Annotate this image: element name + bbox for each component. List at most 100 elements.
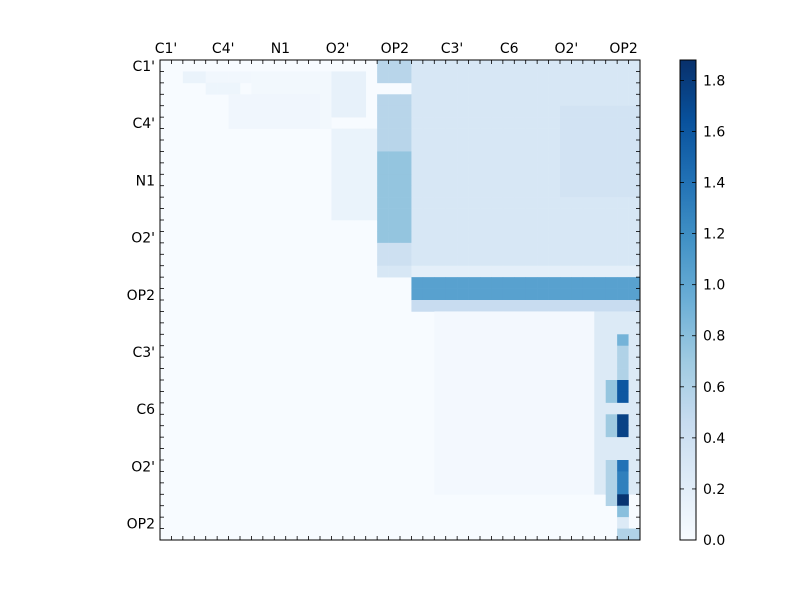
heatmap-cell [388, 208, 401, 221]
heatmap-cell [617, 231, 629, 244]
heatmap-cell [617, 197, 629, 209]
heatmap-cell [468, 117, 481, 129]
heatmap-cell [582, 265, 595, 278]
heatmap-cell [445, 151, 458, 164]
heatmap-cell [594, 277, 607, 289]
heatmap-cell [468, 105, 481, 118]
heatmap-cell [365, 185, 378, 198]
heatmap-cell [285, 71, 298, 84]
heatmap-cell [182, 71, 195, 84]
heatmap-cell [434, 128, 447, 141]
heatmap-cell [445, 265, 458, 278]
heatmap-cell [502, 357, 515, 369]
heatmap-cell [502, 391, 515, 404]
heatmap-cell [468, 322, 481, 335]
heatmap-cell [262, 82, 275, 95]
heatmap-cell [617, 151, 629, 164]
heatmap-cell [388, 185, 401, 198]
heatmap-cell [548, 402, 561, 415]
heatmap-cell [582, 60, 595, 72]
heatmap-cell [457, 357, 469, 369]
heatmap-cell [411, 94, 424, 107]
heatmap-cell [582, 185, 595, 198]
heatmap-cell [434, 151, 447, 164]
heatmap-cell [331, 82, 344, 95]
heatmap-cell [445, 322, 458, 335]
heatmap-cell [262, 105, 275, 118]
heatmap-cell [400, 105, 412, 118]
heatmap-cell [605, 265, 618, 278]
heatmap-cell [400, 265, 412, 278]
heatmap-cell [480, 277, 492, 289]
heatmap-cell [514, 82, 527, 95]
heatmap-cell [502, 94, 515, 107]
heatmap-cell [560, 185, 572, 198]
heatmap-cell [548, 174, 561, 187]
heatmap-cell [502, 448, 515, 461]
heatmap-cell [457, 311, 469, 324]
heatmap-cell [457, 277, 469, 289]
heatmap-cell [571, 185, 584, 198]
heatmap-cell [422, 254, 435, 267]
heatmap-cell [605, 105, 618, 118]
heatmap-cell [582, 174, 595, 187]
heatmap-cell [434, 220, 447, 232]
heatmap-cell [480, 265, 492, 278]
heatmap-cell [537, 60, 549, 72]
heatmap-cell [502, 151, 515, 164]
heatmap-cell [514, 60, 527, 72]
heatmap-cell [571, 300, 584, 312]
heatmap-cell [571, 277, 584, 289]
heatmap-cell [445, 231, 458, 244]
heatmap-cell [491, 208, 504, 221]
heatmap-cell [411, 185, 424, 198]
y-tick-label: O2' [131, 231, 155, 247]
heatmap-cell [571, 322, 584, 335]
heatmap-cell [434, 185, 447, 198]
heatmap-cell [560, 425, 572, 438]
heatmap-cell [468, 288, 481, 301]
heatmap-cell [411, 105, 424, 118]
heatmap-cell [628, 448, 641, 461]
heatmap-cell [491, 254, 504, 267]
heatmap-cell [571, 71, 584, 84]
heatmap-cell [274, 82, 287, 95]
heatmap-cell [457, 402, 469, 415]
colorbar-gradient [679, 59, 697, 541]
heatmap-cell [388, 151, 401, 164]
heatmap-cell [582, 117, 595, 129]
heatmap-cell [525, 391, 538, 404]
heatmap-cell [445, 334, 458, 347]
heatmap-cell [582, 231, 595, 244]
heatmap-cell [388, 242, 401, 255]
heatmap-cell [468, 60, 481, 72]
heatmap-cell [422, 94, 435, 107]
heatmap-cell [628, 402, 641, 415]
heatmap-cell [457, 140, 469, 152]
heatmap-cell [320, 105, 332, 118]
heatmap-cell [628, 174, 641, 187]
heatmap-cell [617, 391, 629, 404]
heatmap-cell [434, 414, 447, 427]
heatmap-cell [560, 311, 572, 324]
heatmap-cell [571, 380, 584, 392]
heatmap-cell [354, 140, 367, 152]
heatmap-cell [605, 460, 618, 472]
heatmap-cell [480, 311, 492, 324]
heatmap-cell [502, 128, 515, 141]
heatmap-cell [205, 82, 218, 95]
heatmap-cell [525, 357, 538, 369]
heatmap-cell [617, 471, 629, 484]
heatmap-cell [537, 162, 549, 175]
heatmap-cell [388, 60, 401, 72]
heatmap-cell [480, 437, 492, 449]
heatmap-cell [594, 380, 607, 392]
heatmap-cell [605, 368, 618, 381]
x-tick-label: O2' [326, 41, 350, 57]
heatmap-cell [628, 151, 641, 164]
x-tick-label: OP2 [381, 41, 409, 57]
heatmap-cell [434, 460, 447, 472]
heatmap-cell [548, 208, 561, 221]
heatmap-cell [457, 437, 469, 449]
heatmap-cell [628, 391, 641, 404]
